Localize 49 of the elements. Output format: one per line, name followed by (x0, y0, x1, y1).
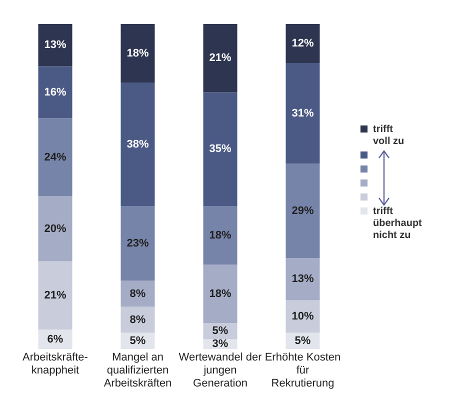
data-label: 16% (44, 86, 66, 98)
bar (38, 24, 72, 66)
data-label: 13% (44, 39, 66, 52)
x-tick-label: Mangel an qualifizierten Arbeitskräften (104, 352, 172, 390)
data-label: 5% (294, 334, 311, 347)
bar (286, 24, 320, 63)
bar (38, 196, 72, 262)
data-label: 3% (212, 338, 228, 350)
x-tick-label: Erhöhte Kosten für Rekrutierung (264, 352, 341, 390)
x-tick-label: Arbeitskräfte-knappheit (22, 352, 88, 376)
bar (38, 118, 72, 196)
bar (203, 206, 238, 264)
bar (286, 258, 320, 300)
data-label: 18% (209, 229, 232, 242)
data-label: 20% (44, 222, 66, 235)
data-label: 23% (126, 237, 149, 250)
x-tick-label: Wertewandel der jungen Generation (178, 352, 262, 390)
bar (203, 92, 238, 206)
bar (120, 206, 155, 281)
data-label: 21% (44, 289, 66, 302)
data-label: 5% (130, 334, 146, 347)
data-label: 12% (292, 38, 314, 50)
data-label: 31% (292, 107, 314, 120)
data-label: 24% (44, 151, 66, 164)
bar (38, 261, 72, 330)
bar (286, 300, 320, 333)
bar (286, 164, 320, 258)
legend-label: trifft überhaupt nicht zu (373, 206, 423, 241)
data-label: 13% (292, 273, 314, 286)
data-label: 5% (212, 325, 228, 338)
legend-label: trifft voll zu (373, 124, 404, 147)
bar (120, 24, 155, 82)
data-label: 35% (209, 143, 232, 156)
data-label: 38% (126, 138, 149, 150)
data-label: 8% (130, 314, 146, 326)
bar (286, 63, 320, 164)
data-label: 10% (292, 310, 314, 322)
data-label: 21% (209, 52, 232, 64)
data-label: 18% (126, 47, 149, 60)
bar (120, 280, 155, 307)
data-label: 18% (209, 288, 232, 300)
data-label: 6% (47, 333, 64, 346)
bar (120, 306, 155, 333)
bar (120, 82, 155, 206)
data-label: 29% (292, 204, 314, 217)
bar (203, 24, 238, 92)
data-label: 8% (130, 288, 146, 300)
bar (203, 264, 238, 323)
bar (38, 66, 72, 118)
